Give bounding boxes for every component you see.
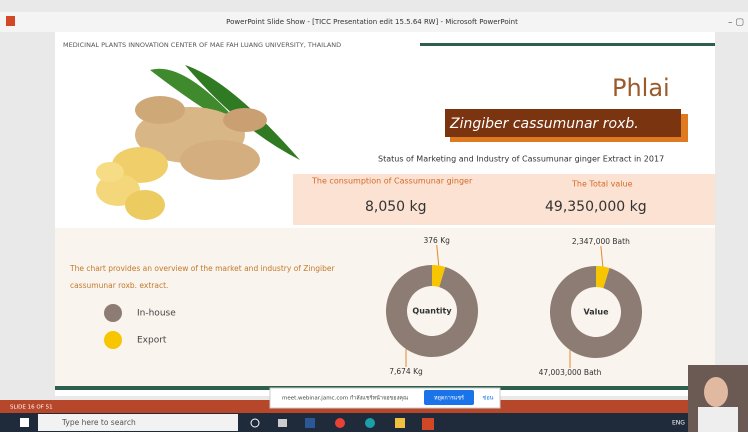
- slide-title: Phlai: [612, 74, 670, 102]
- in-house-label: 7,674 Kg: [389, 367, 423, 376]
- start-button[interactable]: [20, 418, 29, 427]
- hide-button[interactable]: ซ่อน: [483, 395, 494, 402]
- stop-share-label[interactable]: หยุดการแชร์: [434, 395, 464, 402]
- slide-header: MEDICINAL PLANTS INNOVATION CENTER OF MA…: [63, 41, 341, 49]
- donut-center-label: Value: [583, 308, 609, 317]
- slide-counter: SLIDE 16 OF 51: [10, 405, 53, 411]
- export-label: 376 Kg: [424, 236, 451, 245]
- webcam-face: [704, 377, 728, 407]
- total-label: The Total value: [571, 180, 633, 189]
- consumption-value: 8,050 kg: [365, 199, 427, 215]
- legend-swatch: [104, 331, 122, 349]
- window-controls[interactable]: – ▢: [728, 18, 744, 28]
- description: cassumunar roxb. extract.: [70, 281, 168, 290]
- webcam-body: [698, 407, 738, 432]
- legend-swatch: [104, 304, 122, 322]
- legend-label: Export: [137, 336, 167, 346]
- total-value: 49,350,000 kg: [545, 199, 647, 215]
- chart-band: [55, 228, 715, 386]
- export-label: 2,347,000 Bath: [572, 237, 630, 246]
- language: ENG: [672, 420, 685, 427]
- donut-center-label: Quantity: [412, 307, 452, 316]
- consumption-label: The consumption of Cassumunar ginger: [311, 177, 473, 186]
- status-heading: Status of Marketing and Industry of Cass…: [378, 155, 664, 164]
- legend-label: In-house: [137, 309, 176, 319]
- share-message: meet.webinar.jamc.com กำลังแชร์หน้าจอของ…: [282, 395, 408, 402]
- search-placeholder[interactable]: Type here to search: [61, 418, 136, 427]
- app-icon: [6, 16, 15, 26]
- header-rule: [420, 43, 715, 46]
- description: The chart provides an overview of the ma…: [69, 264, 335, 273]
- screen: PowerPoint Slide Show - [TICC Presentati…: [0, 0, 748, 432]
- in-house-label: 47,003,000 Bath: [539, 368, 602, 377]
- species-name: Zingiber cassumunar roxb.: [449, 116, 639, 132]
- window-title: PowerPoint Slide Show - [TICC Presentati…: [226, 18, 518, 26]
